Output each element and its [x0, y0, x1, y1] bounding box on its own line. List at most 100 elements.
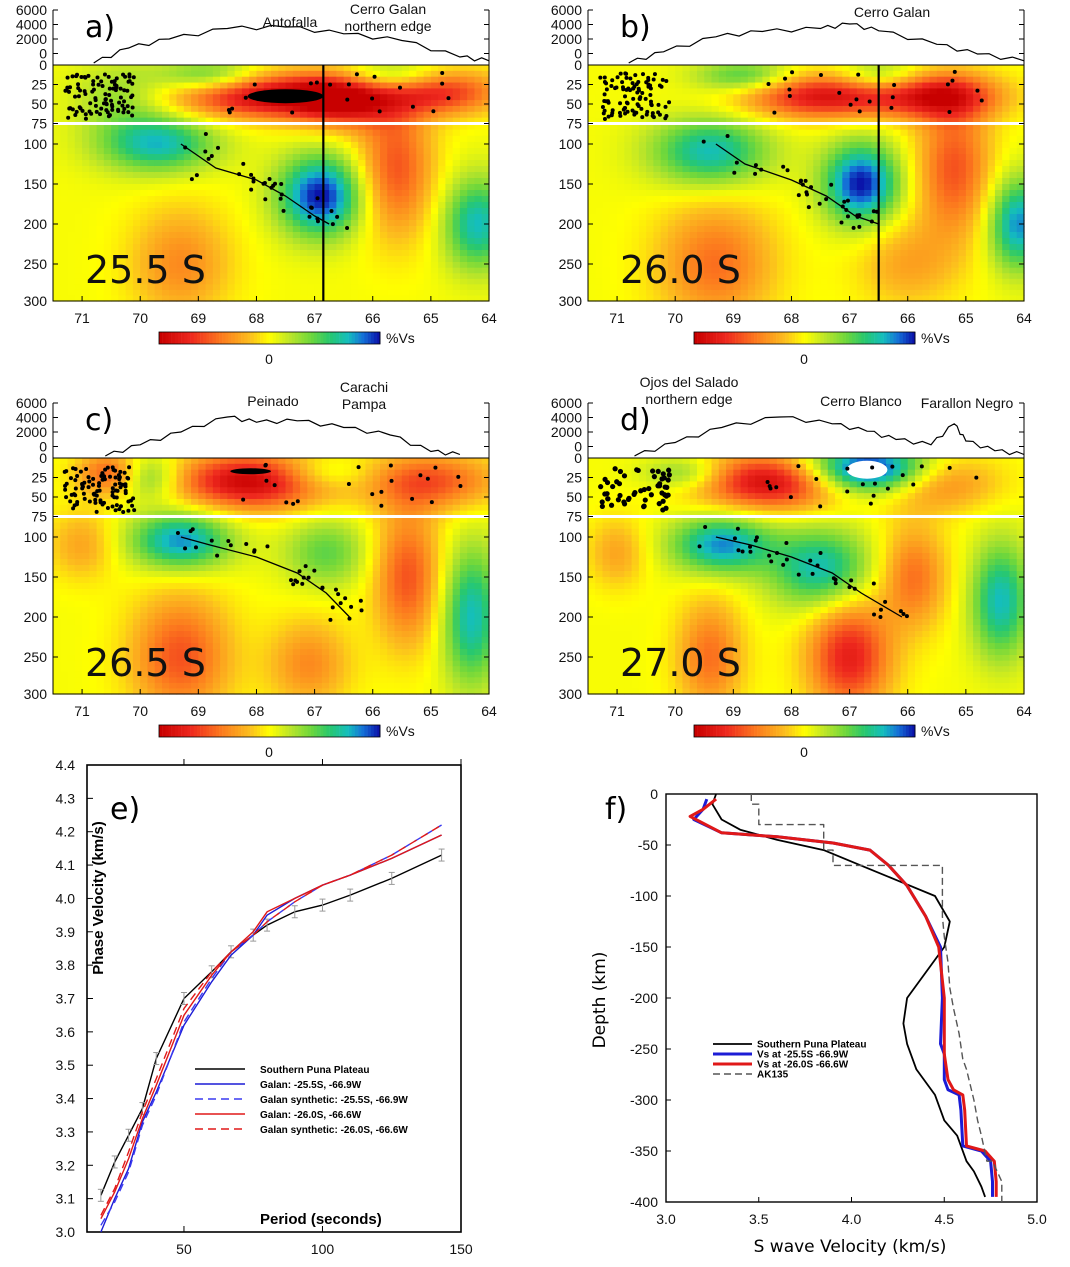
velocity-cell [762, 232, 771, 239]
velocity-cell [769, 148, 778, 155]
velocity-cell [929, 65, 938, 72]
velocity-cell [667, 284, 676, 291]
velocity-cell [885, 214, 894, 221]
velocity-cell [452, 154, 461, 161]
velocity-cell [646, 166, 654, 173]
longitude-tick-label: 69 [191, 310, 207, 326]
velocity-cell [409, 278, 417, 285]
velocity-cell [595, 190, 604, 197]
velocity-cell [675, 202, 684, 209]
velocity-cell [646, 220, 654, 227]
velocity-cell [842, 184, 851, 191]
velocity-cell [103, 172, 112, 179]
velocity-cell [314, 262, 323, 269]
velocity-cell [675, 295, 684, 302]
velocity-cell [638, 82, 647, 89]
velocity-cell [111, 256, 119, 263]
velocity-cell [885, 190, 894, 197]
velocity-cell [343, 129, 352, 137]
velocity-cell [394, 141, 403, 149]
velocity-cell [842, 262, 851, 269]
velocity-cell [118, 65, 127, 72]
earthquake-dot [65, 75, 70, 80]
earthquake-dot [78, 88, 83, 93]
velocity-cell [96, 70, 105, 78]
velocity-cell [689, 202, 698, 209]
velocity-cell [987, 94, 996, 101]
velocity-cell [227, 295, 236, 302]
velocity-cell [96, 88, 105, 95]
colorbar-swatch [332, 332, 337, 344]
velocity-cell [67, 284, 76, 291]
velocity-cell [682, 262, 691, 269]
velocity-cell [271, 76, 279, 84]
velocity-cell [154, 273, 163, 280]
velocity-cell [994, 208, 1003, 215]
velocity-cell [481, 202, 490, 209]
velocity-cell [365, 202, 374, 209]
velocity-cell [653, 123, 662, 131]
velocity-cell [776, 166, 785, 173]
velocity-cell [762, 202, 771, 209]
velocity-cell [835, 76, 843, 84]
velocity-cell [856, 289, 865, 297]
velocity-cell [481, 117, 490, 125]
velocity-cell [387, 278, 396, 285]
velocity-cell [871, 184, 880, 191]
velocity-cell [438, 214, 446, 221]
velocity-cell [747, 100, 756, 107]
velocity-cell [82, 70, 90, 78]
velocity-cell [740, 208, 749, 215]
velocity-cell [784, 273, 793, 280]
velocity-cell [697, 184, 705, 191]
velocity-cell [343, 100, 352, 107]
velocity-cell [285, 256, 294, 263]
velocity-cell [602, 166, 611, 173]
velocity-cell [820, 273, 829, 280]
velocity-cell [813, 166, 822, 173]
velocity-cell [733, 166, 742, 173]
velocity-cell [154, 94, 163, 101]
velocity-cell [718, 273, 727, 280]
velocity-cell [467, 154, 476, 161]
velocity-cell [951, 123, 960, 131]
velocity-cell [256, 256, 265, 263]
velocity-cell [609, 100, 618, 107]
velocity-cell [423, 250, 432, 257]
velocity-cell [416, 123, 425, 131]
velocity-cell [111, 148, 119, 155]
velocity-cell [776, 262, 785, 269]
velocity-cell [154, 262, 163, 269]
velocity-cell [704, 100, 713, 107]
velocity-cell [329, 65, 337, 72]
velocity-cell [798, 160, 807, 167]
velocity-cell [191, 262, 199, 269]
velocity-cell [249, 289, 258, 297]
velocity-cell [314, 65, 323, 72]
velocity-cell [329, 88, 337, 95]
velocity-cell [285, 82, 294, 89]
velocity-cell [220, 273, 228, 280]
velocity-cell [300, 135, 308, 143]
velocity-cell [704, 250, 713, 257]
velocity-cell [285, 267, 294, 274]
velocity-cell [220, 148, 228, 155]
velocity-cell [791, 273, 800, 280]
velocity-cell [380, 184, 388, 191]
velocity-cell [987, 100, 996, 107]
velocity-cell [776, 267, 785, 274]
velocity-cell [653, 129, 662, 137]
velocity-cell [994, 94, 1003, 101]
velocity-cell [638, 141, 647, 149]
velocity-cell [660, 244, 669, 251]
velocity-cell [394, 238, 403, 245]
velocity-cell [798, 267, 807, 274]
velocity-cell [784, 295, 793, 302]
velocity-cell [380, 100, 388, 107]
velocity-cell [864, 202, 872, 209]
velocity-cell [459, 184, 468, 191]
velocity-cell [220, 94, 228, 101]
velocity-cell [871, 172, 880, 179]
velocity-cell [951, 202, 960, 209]
velocity-cell [849, 135, 858, 143]
